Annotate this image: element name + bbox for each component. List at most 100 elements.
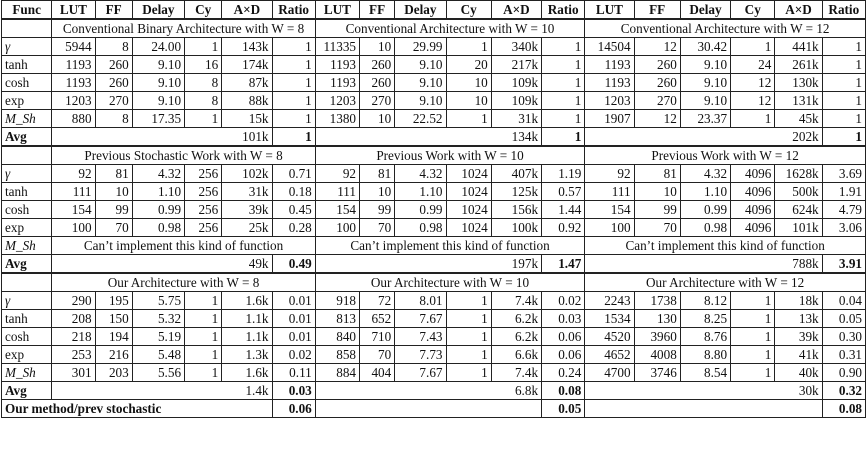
table-cell: 4.32 <box>131 164 186 183</box>
table-cell: 1628k <box>774 164 823 183</box>
table-cell: 1 <box>271 109 316 128</box>
table-cell: 7.4k <box>490 291 543 310</box>
table-cell: 8.25 <box>679 309 732 328</box>
table-cell: 100k <box>490 218 543 237</box>
table-cell: 404 <box>359 363 396 382</box>
table-cell: 1 <box>445 37 492 56</box>
table-cell: 1 <box>184 363 223 382</box>
table-cell: 15k <box>221 109 273 128</box>
column-header: Cy <box>184 0 223 20</box>
section-title: Previous Work with W = 12 <box>584 145 866 165</box>
avg-ratio: 1 <box>271 127 316 147</box>
table-cell: 0.92 <box>541 218 586 237</box>
table-cell: 99 <box>633 200 681 219</box>
column-header: Delay <box>679 0 732 20</box>
table-cell: 1380 <box>314 109 361 128</box>
table-cell: 4.32 <box>394 164 447 183</box>
table-cell: 9.10 <box>131 73 186 92</box>
table-cell: 88k <box>221 91 273 110</box>
table-cell: 301 <box>51 363 96 382</box>
section-title: Our Architecture with W = 12 <box>584 272 866 292</box>
table-cell: 500k <box>774 182 823 201</box>
avg-label: Avg <box>0 381 53 400</box>
table-cell: 100 <box>584 218 635 237</box>
table-cell: 260 <box>94 73 133 92</box>
table-cell: 0.99 <box>131 200 186 219</box>
table-cell: 0.01 <box>271 309 316 328</box>
table-cell: 111 <box>314 182 361 201</box>
table-cell: 1 <box>541 55 586 74</box>
table-cell: 92 <box>51 164 96 183</box>
table-cell: 1 <box>730 37 776 56</box>
avg-value: 1.4k <box>51 381 273 400</box>
table-cell: 111 <box>51 182 96 201</box>
table-cell: 1 <box>730 345 776 364</box>
table-cell: 1 <box>184 37 223 56</box>
table-cell: 1 <box>730 291 776 310</box>
table-cell: 0.31 <box>821 345 867 364</box>
table-row: γ 290 195 5.75 1 1.6k 0.01 918 72 8.01 1 7.4k 0.02 22… <box>0 291 867 310</box>
table-cell: 1 <box>445 109 492 128</box>
section-title: Conventional Architecture with W = 10 <box>314 18 586 38</box>
table-cell: 8 <box>94 109 133 128</box>
table-cell: 0.28 <box>271 218 316 237</box>
table-cell: 884 <box>314 363 361 382</box>
table-cell: 1 <box>541 73 586 92</box>
function-name: M_Sh <box>0 109 53 128</box>
table-cell: 0.71 <box>271 164 316 183</box>
table-row: cosh 218 194 5.19 1 1.1k 0.01 840 710 7.43 1 6.2k 0.… <box>0 327 867 346</box>
table-cell: 24.00 <box>131 37 186 56</box>
table-cell: 125k <box>490 182 543 201</box>
table-cell: 1.1k <box>221 327 273 346</box>
table-cell: 9.10 <box>394 91 447 110</box>
avg-value: 30k <box>584 381 823 400</box>
table-body: Func LUT FF Delay Cy A×D Ratio LUT FF Delay Cy A×D R… <box>0 0 867 418</box>
table-cell: Can’t implement this kind of function <box>584 236 866 255</box>
table-row: γ 5944 8 24.00 1 143k 1 11335 10 29.99 1 340k 1 14504… <box>0 37 867 56</box>
avg-ratio: 1 <box>821 127 867 147</box>
table-cell: 41k <box>774 345 823 364</box>
table-cell: 3746 <box>633 363 681 382</box>
table-cell: 4096 <box>730 182 776 201</box>
table-cell: 1024 <box>445 164 492 183</box>
avg-label: Avg <box>0 254 53 274</box>
table-cell: 81 <box>359 164 396 183</box>
table-cell: 7.67 <box>394 309 447 328</box>
function-name: γ <box>0 37 53 56</box>
table-cell: 5.19 <box>131 327 186 346</box>
table-cell: 4700 <box>584 363 635 382</box>
table-cell: 1907 <box>584 109 635 128</box>
table-cell: 256 <box>184 164 223 183</box>
column-header: LUT <box>584 0 635 20</box>
table-cell: 3.69 <box>821 164 867 183</box>
table-cell: 40k <box>774 363 823 382</box>
column-header: FF <box>359 0 396 20</box>
table-row: M_Sh 301 203 5.56 1 1.6k 0.11 884 404 7.67 1 7.4k 0.… <box>0 363 867 382</box>
column-header: FF <box>94 0 133 20</box>
table-row: cosh 1193 260 9.10 8 87k 1 1193 260 9.10 10 109k 1 11… <box>0 73 867 92</box>
table-cell: 6.6k <box>490 345 543 364</box>
table-cell: 218 <box>51 327 96 346</box>
table-cell: 87k <box>221 73 273 92</box>
section-title-row: Previous Stochastic Work with W = 8 Previ… <box>0 145 866 165</box>
table-cell: 0.02 <box>271 345 316 364</box>
table-row: tanh 1193 260 9.10 16 174k 1 1193 260 9.10 20 217k 1… <box>0 55 867 74</box>
table-cell: 340k <box>490 37 543 56</box>
column-header: Ratio <box>271 0 316 20</box>
footer-ratio: 0.06 <box>271 399 316 418</box>
table-cell: 270 <box>94 91 133 110</box>
function-name: exp <box>0 345 53 364</box>
table-cell: 624k <box>774 200 823 219</box>
table-cell: 9.10 <box>131 55 186 74</box>
table-cell: 256 <box>184 200 223 219</box>
table-cell: 1 <box>445 291 492 310</box>
table-cell: 256 <box>184 218 223 237</box>
table-cell: 4652 <box>584 345 635 364</box>
table-cell: 102k <box>221 164 273 183</box>
table-cell: 407k <box>490 164 543 183</box>
table-cell: 18k <box>774 291 823 310</box>
table-cell: 7.43 <box>394 327 447 346</box>
footer-spacer <box>584 399 823 418</box>
table-cell: 1 <box>271 37 316 56</box>
table-cell: 0.45 <box>271 200 316 219</box>
